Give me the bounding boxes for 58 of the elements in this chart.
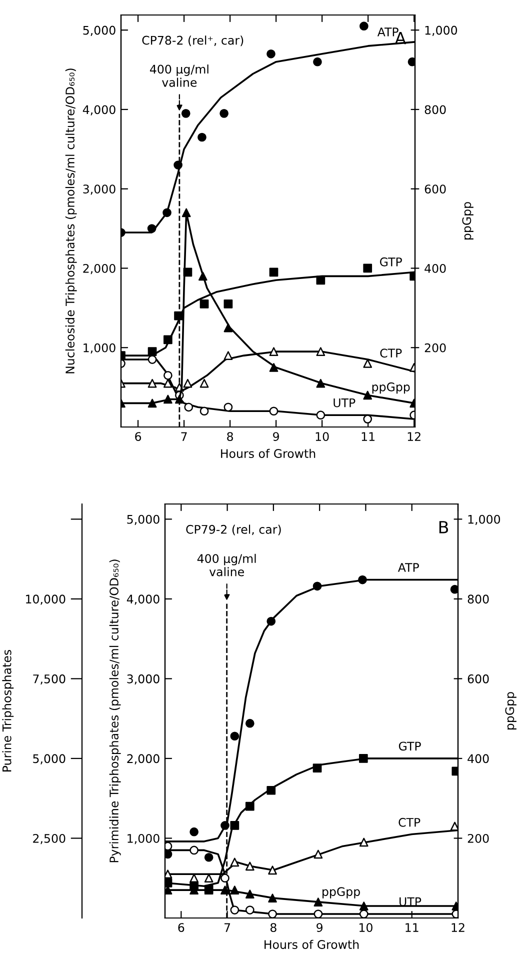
y-tick-label: 3,000	[127, 674, 160, 685]
y-tick-label: 5,000	[83, 26, 116, 36]
y-tick-label: 4,000	[126, 594, 160, 605]
y2-axis-title: ppGpp	[462, 202, 474, 240]
y3-tick-label: 5,000	[33, 754, 66, 764]
series-label: GTP	[380, 257, 402, 266]
series-label: ppGpp	[322, 887, 360, 898]
ref-line-label: 400 μg/ml valine	[150, 64, 208, 87]
y-tick-label: 2,000	[127, 754, 160, 764]
annotation: CP78-2 (rel⁺, car)	[142, 36, 244, 46]
y3-axis-title: Purine Triphosphates	[2, 650, 14, 772]
x-tick-label: 9	[273, 432, 279, 441]
y2-tick-label: 800	[468, 594, 489, 604]
x-tick-label: 6	[178, 923, 184, 932]
y2-tick-label: 200	[424, 343, 446, 352]
x-tick-label: 10	[360, 923, 372, 932]
y2-tick-label: 400	[468, 754, 489, 764]
y2-tick-label: 800	[424, 105, 446, 114]
x-tick-label: 12	[408, 432, 420, 441]
x-axis-title: Hours of Growth	[264, 940, 359, 949]
y3-tick-label: 7,500	[33, 674, 66, 685]
y-axis-title: Nucleoside Triphosphates (pmoles/ml culture/OD₆₅₀)	[65, 68, 77, 374]
y-axis-title: Pyrimidine Triphosphates (pmoles/ml culture/OD₆₅₀)	[109, 560, 121, 862]
y-tick-label: 5,000	[127, 514, 160, 526]
x-tick-label: 8	[270, 923, 276, 932]
series-label: CTP	[380, 348, 402, 358]
y-tick-label: 1,000	[128, 834, 160, 844]
x-tick-label: 7	[181, 432, 187, 441]
y-tick-label: 4,000	[82, 105, 116, 116]
y3-tick-label: 10,000	[26, 594, 66, 605]
y2-tick-label: 200	[468, 834, 489, 843]
x-tick-label: 8	[227, 432, 233, 441]
annotation: B	[439, 521, 448, 534]
y2-tick-label: 1,000	[425, 26, 458, 36]
series-label: UTP	[334, 398, 356, 408]
text: ATP	[398, 563, 419, 572]
y2-tick-label: 1,000	[468, 514, 500, 526]
y2-axis-title: ppGpp	[505, 692, 516, 730]
x-tick-label: 7	[224, 923, 230, 932]
x-tick-label: 9	[316, 923, 322, 932]
x-axis-title: Hours of Growth	[221, 448, 316, 458]
y2-tick-label: 400	[424, 264, 446, 273]
series-label: ppGpp	[372, 382, 410, 394]
y2-tick-label: 600	[424, 184, 446, 194]
y-tick-label: 1,000	[84, 343, 116, 354]
y3-tick-label: 2,500	[33, 834, 66, 844]
x-tick-label: 12	[452, 923, 464, 932]
x-tick-label: 6	[135, 432, 142, 441]
annotation: CP79-2 (rel, car)	[186, 524, 281, 536]
x-tick-label: 10	[316, 432, 329, 441]
y2-tick-label: 600	[468, 674, 489, 684]
text: GTP	[398, 742, 421, 751]
text: CTP	[398, 818, 420, 827]
y-tick-label: 2,000	[83, 264, 116, 274]
x-tick-label: 11	[362, 432, 374, 441]
ref-line-label: 400 μg/ml valine	[197, 554, 256, 576]
x-tick-label: 11	[406, 923, 418, 932]
y-tick-label: 3,000	[83, 184, 116, 195]
